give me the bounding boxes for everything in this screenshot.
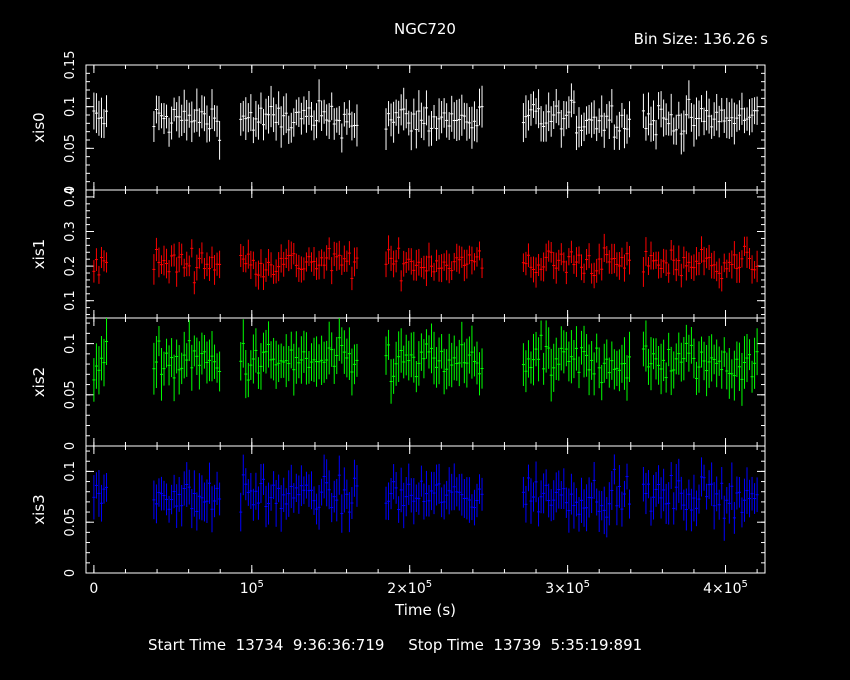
stop-time-value: 13739 5:35:19:891 bbox=[493, 636, 643, 654]
panel-xis3: 0 0.05 0.1 xis3 bbox=[30, 445, 766, 577]
series-xis3 bbox=[92, 454, 759, 541]
y-tick-label: 0 bbox=[63, 569, 78, 577]
series-xis0 bbox=[92, 79, 759, 160]
y-tick-label: 0.1 bbox=[63, 461, 78, 482]
y-axis-label: xis0 bbox=[30, 112, 48, 142]
y-tick-label: 0.1 bbox=[63, 333, 78, 354]
y-tick-label: 0.05 bbox=[63, 380, 78, 409]
panel-xis1: 0.1 0.2 0.3 0.4 xis1 bbox=[30, 187, 766, 319]
y-tick-label: 0.2 bbox=[63, 256, 78, 277]
y-axis-label: xis1 bbox=[30, 239, 48, 269]
x-axis-label: Time (s) bbox=[394, 601, 456, 619]
chart-title: NGC720 bbox=[394, 20, 456, 38]
bin-size-label: Bin Size: 136.26 s bbox=[633, 30, 768, 48]
panel-xis2: 0 0.05 0.1 xis2 bbox=[30, 317, 766, 450]
y-tick-label: 0 bbox=[63, 442, 78, 450]
time-range-footer: Start Time 13734 9:36:36:719 Stop Time 1… bbox=[148, 636, 642, 654]
start-time-label: Start Time bbox=[148, 636, 227, 654]
start-time-value: 13734 9:36:36:719 bbox=[235, 636, 385, 654]
x-tick-label: 0 bbox=[89, 581, 98, 597]
x-tick-label: 105 bbox=[240, 579, 264, 597]
panel-frame bbox=[85, 445, 766, 574]
y-tick-label: 0.05 bbox=[63, 508, 78, 537]
y-tick-label: 0.4 bbox=[63, 187, 78, 208]
x-tick-label: 3×105 bbox=[545, 579, 590, 597]
y-tick-label: 0.1 bbox=[63, 96, 78, 117]
panel-xis0: 0 0.05 0.1 0.15 xis0 bbox=[30, 51, 766, 194]
y-tick-label: 0.15 bbox=[63, 51, 78, 80]
y-tick-label: 0 bbox=[63, 186, 78, 194]
series-xis1 bbox=[92, 233, 759, 295]
y-axis-label: xis2 bbox=[30, 367, 48, 397]
y-tick-label: 0.1 bbox=[63, 290, 78, 311]
y-axis-label: xis3 bbox=[30, 494, 48, 524]
series-xis2 bbox=[92, 318, 759, 406]
x-tick-label: 4×105 bbox=[703, 579, 748, 597]
y-tick-label: 0.05 bbox=[63, 134, 78, 163]
stop-time-label: Stop Time bbox=[408, 636, 484, 654]
y-tick-label: 0.3 bbox=[63, 221, 78, 242]
x-tick-label: 2×105 bbox=[387, 579, 432, 597]
panel-frame bbox=[85, 317, 766, 447]
